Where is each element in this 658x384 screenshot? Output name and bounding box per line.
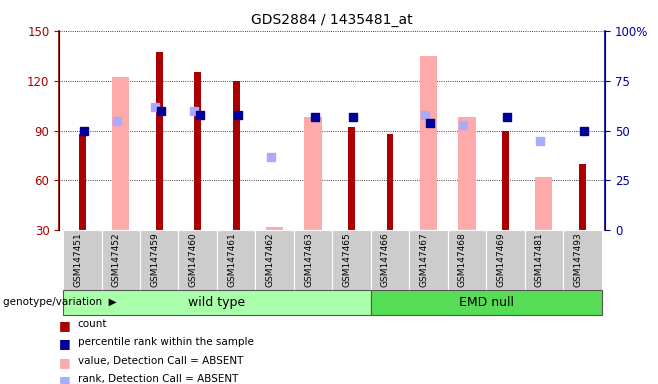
Text: GSM147481: GSM147481 [535, 232, 544, 287]
Text: GSM147493: GSM147493 [573, 232, 582, 287]
Text: percentile rank within the sample: percentile rank within the sample [78, 337, 253, 347]
Text: ■: ■ [59, 319, 71, 332]
Text: GSM147465: GSM147465 [343, 232, 351, 287]
Text: GSM147467: GSM147467 [419, 232, 428, 287]
Text: genotype/variation  ▶: genotype/variation ▶ [3, 297, 117, 308]
Text: GSM147461: GSM147461 [227, 232, 236, 287]
Bar [79, 134, 86, 230]
Bar [420, 56, 437, 230]
Bar [535, 177, 553, 230]
Text: ■: ■ [59, 337, 71, 350]
Bar [502, 131, 509, 230]
Bar [458, 117, 476, 230]
Text: GSM147469: GSM147469 [496, 232, 505, 287]
Text: value, Detection Call = ABSENT: value, Detection Call = ABSENT [78, 356, 243, 366]
Text: ■: ■ [59, 374, 71, 384]
Text: EMD null: EMD null [459, 296, 514, 309]
Title: GDS2884 / 1435481_at: GDS2884 / 1435481_at [251, 13, 413, 27]
Text: GSM147452: GSM147452 [112, 232, 121, 287]
Text: count: count [78, 319, 107, 329]
Bar [194, 72, 201, 230]
Bar [305, 117, 322, 230]
Text: ■: ■ [59, 356, 71, 369]
Bar [386, 134, 393, 230]
Bar [112, 77, 130, 230]
Text: GSM147463: GSM147463 [304, 232, 313, 287]
Text: wild type: wild type [188, 296, 245, 309]
Text: GSM147459: GSM147459 [150, 232, 159, 287]
Text: GSM147451: GSM147451 [73, 232, 82, 287]
Text: GSM147468: GSM147468 [458, 232, 467, 287]
Bar [348, 127, 355, 230]
Text: rank, Detection Call = ABSENT: rank, Detection Call = ABSENT [78, 374, 238, 384]
Text: GSM147462: GSM147462 [266, 232, 274, 287]
Bar [156, 52, 163, 230]
Text: GSM147466: GSM147466 [381, 232, 390, 287]
Bar [266, 227, 283, 230]
Bar [579, 164, 586, 230]
Bar [233, 81, 240, 230]
Text: GSM147460: GSM147460 [189, 232, 197, 287]
